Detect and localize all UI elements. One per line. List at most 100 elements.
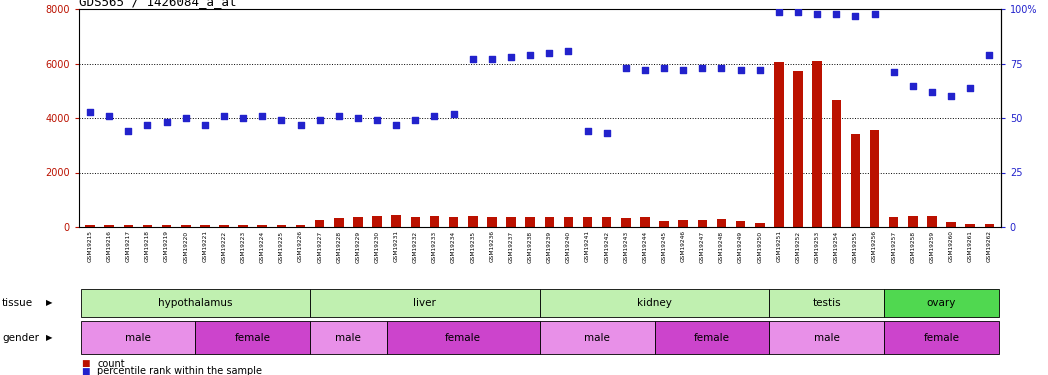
Bar <box>885 289 999 317</box>
Bar <box>564 217 573 227</box>
Text: GSM19227: GSM19227 <box>318 230 322 262</box>
Bar <box>372 216 381 227</box>
Bar <box>143 225 152 227</box>
Bar <box>540 321 655 354</box>
Point <box>751 67 768 73</box>
Point <box>522 52 539 58</box>
Point <box>733 67 749 73</box>
Bar <box>621 217 631 227</box>
Text: GSM19247: GSM19247 <box>700 230 705 262</box>
Bar <box>161 225 172 227</box>
Text: GSM19235: GSM19235 <box>471 230 475 262</box>
Point <box>388 122 405 128</box>
Text: GSM19252: GSM19252 <box>795 230 801 262</box>
Bar <box>310 289 540 317</box>
Bar <box>984 224 995 227</box>
Text: GSM19257: GSM19257 <box>891 230 896 262</box>
Point <box>962 85 979 91</box>
Point <box>541 50 558 56</box>
Text: GSM19225: GSM19225 <box>279 230 284 262</box>
Point <box>943 93 960 99</box>
Point <box>483 56 500 62</box>
Bar <box>238 225 248 227</box>
Text: ■: ■ <box>81 359 89 368</box>
Bar <box>540 289 769 317</box>
Text: female: female <box>694 333 729 343</box>
Text: GSM19221: GSM19221 <box>202 230 208 262</box>
Point <box>407 117 423 123</box>
Bar <box>717 219 726 227</box>
Point <box>216 113 233 119</box>
Text: GSM19245: GSM19245 <box>661 230 667 262</box>
Text: GSM19232: GSM19232 <box>413 230 418 262</box>
Text: GSM19259: GSM19259 <box>930 230 935 262</box>
Text: GSM19253: GSM19253 <box>814 230 820 262</box>
Text: GSM19217: GSM19217 <box>126 230 131 262</box>
Text: GSM19218: GSM19218 <box>145 230 150 262</box>
Text: GSM19262: GSM19262 <box>987 230 991 262</box>
Point <box>503 54 520 60</box>
Bar <box>545 217 554 227</box>
Text: GSM19236: GSM19236 <box>489 230 495 262</box>
Bar <box>736 221 745 227</box>
Text: GSM19234: GSM19234 <box>451 230 456 262</box>
Point <box>867 11 883 17</box>
Point <box>235 115 252 121</box>
Bar <box>525 217 534 227</box>
Point <box>177 115 194 121</box>
Bar <box>602 217 611 227</box>
Bar <box>353 217 363 227</box>
Text: liver: liver <box>414 298 436 308</box>
Point <box>311 117 328 123</box>
Text: GSM19219: GSM19219 <box>165 230 169 262</box>
Point <box>119 128 136 134</box>
Text: GSM19226: GSM19226 <box>298 230 303 262</box>
Point <box>886 69 902 75</box>
Text: ▶: ▶ <box>46 333 52 342</box>
Text: hypothalamus: hypothalamus <box>158 298 233 308</box>
Text: female: female <box>923 333 960 343</box>
Point <box>427 113 443 119</box>
Text: GSM19250: GSM19250 <box>758 230 762 262</box>
Bar <box>655 321 769 354</box>
Point <box>981 52 998 58</box>
Point <box>617 65 634 71</box>
Bar <box>105 225 114 227</box>
Text: GSM19229: GSM19229 <box>355 230 361 262</box>
Text: female: female <box>235 333 270 343</box>
Point <box>923 89 940 95</box>
Bar <box>124 225 133 227</box>
Bar <box>698 219 707 227</box>
Text: male: male <box>335 333 362 343</box>
Bar <box>81 321 195 354</box>
Bar <box>755 224 765 227</box>
Bar <box>769 321 885 354</box>
Text: GSM19222: GSM19222 <box>221 230 226 262</box>
Bar <box>965 224 975 227</box>
Text: percentile rank within the sample: percentile rank within the sample <box>97 366 262 375</box>
Point <box>809 11 826 17</box>
Point <box>82 109 99 115</box>
Bar <box>769 289 885 317</box>
Point <box>196 122 213 128</box>
Point <box>847 13 864 19</box>
Text: GSM19237: GSM19237 <box>508 230 514 262</box>
Bar <box>277 225 286 227</box>
Text: GSM19231: GSM19231 <box>394 230 398 262</box>
Bar <box>659 221 669 227</box>
Text: GSM19224: GSM19224 <box>260 230 265 262</box>
Text: male: male <box>814 333 839 343</box>
Text: GSM19233: GSM19233 <box>432 230 437 262</box>
Text: GSM19243: GSM19243 <box>624 230 629 262</box>
Point <box>254 113 270 119</box>
Point <box>560 48 576 54</box>
Point <box>292 122 309 128</box>
Point <box>675 67 692 73</box>
Bar <box>678 220 687 227</box>
Text: male: male <box>125 333 151 343</box>
Text: GSM19216: GSM19216 <box>107 230 112 262</box>
Bar <box>310 321 387 354</box>
Bar <box>583 216 592 227</box>
Text: ▶: ▶ <box>46 298 52 307</box>
Point <box>369 117 386 123</box>
